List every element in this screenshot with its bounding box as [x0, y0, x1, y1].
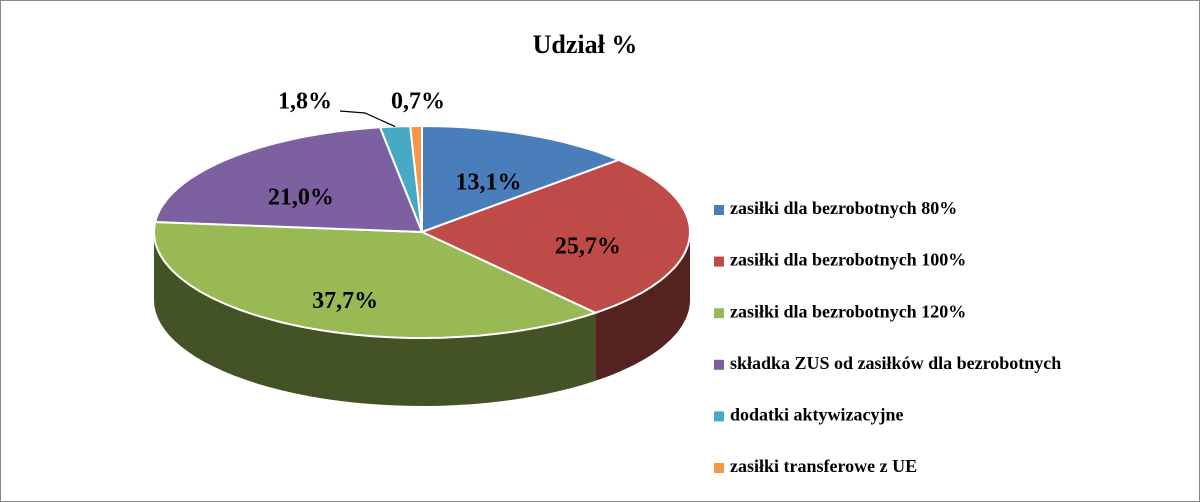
legend-label: zasiłki dla bezrobotnych 120%: [730, 301, 966, 321]
legend-swatch: [714, 308, 724, 319]
legend-label: zasiłki dla bezrobotnych 100%: [730, 250, 966, 270]
legend-label: zasiłki dla bezrobotnych 80%: [730, 198, 957, 218]
data-label: 0,7%: [391, 89, 445, 115]
legend-swatch: [714, 256, 724, 267]
pie-side: [595, 232, 690, 381]
data-label: 21,0%: [268, 185, 334, 211]
data-label: 13,1%: [455, 169, 521, 195]
legend-swatch: [714, 205, 724, 215]
legend-label: zasiłki transferowe z UE: [730, 456, 917, 476]
pie-slice: [419, 158, 692, 314]
pie-slice: [409, 125, 423, 233]
data-label: 37,7%: [312, 288, 378, 314]
legend-swatch: [714, 359, 724, 370]
pie-slice: [421, 124, 622, 234]
legend-label: dodatki aktywizacyjne: [730, 405, 904, 425]
data-label: 25,7%: [555, 233, 621, 259]
data-label: 1,8%: [278, 89, 332, 115]
pie-side: [154, 232, 596, 406]
chart-title: Udział %: [533, 30, 638, 59]
pie-slice: [152, 220, 599, 339]
legend-label: składka ZUS od zasiłków dla bezrobotnych: [730, 353, 1061, 373]
pie-slice: [153, 126, 424, 234]
legend-swatch: [714, 411, 724, 422]
leader-line: [339, 110, 396, 128]
legend-swatch: [714, 463, 724, 473]
